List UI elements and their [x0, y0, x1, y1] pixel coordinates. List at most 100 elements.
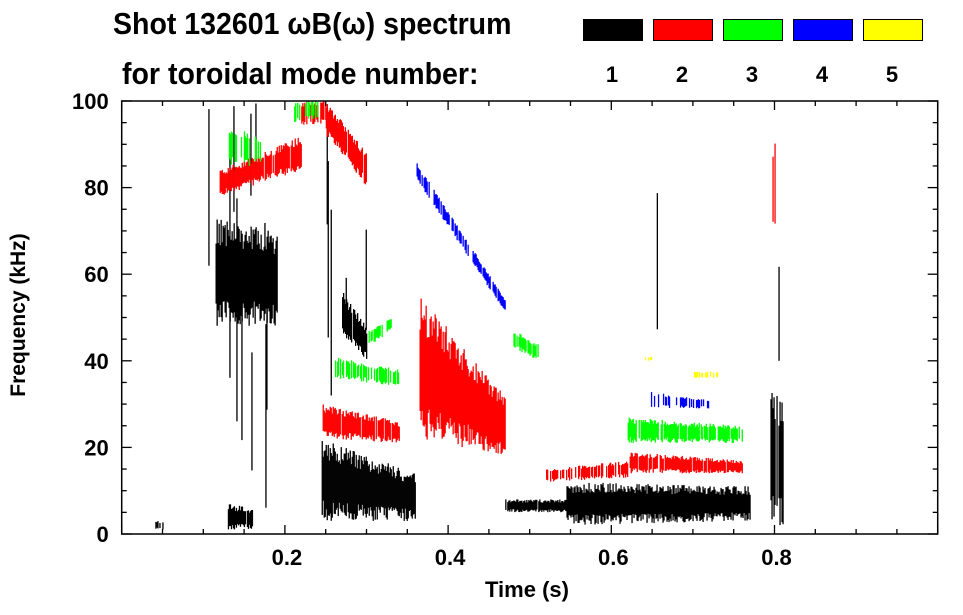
spectral-streak	[493, 284, 495, 294]
spectral-streak	[666, 491, 668, 522]
spectral-streak	[734, 425, 736, 440]
spectral-streak	[384, 418, 386, 441]
spectral-streak	[697, 491, 699, 514]
spectral-streak	[675, 456, 677, 471]
spectral-streak	[361, 147, 363, 173]
spectral-streak	[263, 246, 265, 321]
spectral-streak	[655, 490, 657, 519]
spectral-streak	[578, 492, 580, 523]
spectral-streak	[621, 489, 623, 514]
spectral-streak	[369, 471, 371, 508]
spectral-streak	[486, 380, 488, 444]
spectral-streak	[465, 239, 467, 254]
spectral-streak	[571, 468, 573, 479]
spectral-streak	[574, 486, 576, 515]
spectral-streak	[405, 477, 407, 519]
spectral-streak	[695, 492, 697, 519]
spectral-streak	[743, 493, 745, 513]
spectral-streak	[708, 460, 710, 474]
spectral-streak	[680, 397, 683, 406]
spectral-streak	[332, 443, 334, 503]
spectral-streak	[535, 499, 537, 512]
spectral-streak	[342, 360, 345, 379]
spectral-streak	[392, 423, 394, 439]
spectral-streak	[726, 487, 728, 518]
spectral-streak	[327, 444, 329, 516]
spectral-streak	[773, 397, 775, 517]
spectral-streak	[457, 348, 459, 445]
spectral-streak	[617, 489, 619, 516]
spectral-streak	[554, 469, 556, 480]
spectral-streak	[219, 245, 221, 305]
spectral-streak	[609, 463, 611, 479]
spectral-streak	[252, 159, 254, 186]
spectral-streak	[388, 419, 390, 440]
spectral-streak	[411, 475, 413, 519]
spectral-streak	[444, 332, 446, 434]
spectral-streak	[570, 486, 572, 518]
spectral-streak	[455, 225, 457, 235]
spectral-streak	[546, 502, 548, 511]
spectral-streak	[642, 420, 644, 440]
spectral-streak	[618, 461, 620, 475]
spectral-streak	[246, 133, 249, 161]
spectral-streak	[650, 488, 652, 517]
spectral-streak	[365, 153, 367, 183]
spectral-streak	[245, 162, 247, 184]
spectral-streak	[352, 361, 355, 378]
spectral-streak	[461, 369, 463, 448]
spectral-streak	[327, 409, 329, 436]
spectral-streak	[366, 333, 368, 359]
spectral-streak	[375, 369, 378, 383]
spectral-streak	[606, 491, 608, 520]
spectral-streak	[661, 458, 663, 473]
spectral-streak	[520, 334, 522, 348]
spectral-streak	[700, 461, 702, 471]
legend-label-3: 3	[745, 62, 759, 87]
spectral-streak	[569, 488, 571, 516]
spectral-streak	[560, 502, 562, 513]
spectral-streak	[538, 501, 540, 513]
spectral-streak	[442, 331, 444, 437]
spectral-streak	[682, 458, 684, 473]
spectral-streak	[565, 499, 567, 512]
spectral-streak	[693, 457, 695, 472]
spectral-streak	[563, 502, 565, 510]
spectral-streak	[535, 344, 537, 358]
spectral-streak	[720, 460, 722, 471]
spectral-streak	[688, 486, 690, 522]
spectral-streak	[470, 370, 472, 445]
spectral-streak	[221, 242, 223, 322]
spectral-streak	[701, 492, 703, 520]
spectral-streak	[701, 427, 703, 440]
spectral-streak	[293, 147, 295, 172]
spectral-streak	[561, 501, 563, 512]
spectral-streak	[653, 420, 655, 441]
spectral-streak	[719, 426, 721, 441]
spectral-streak	[739, 461, 741, 472]
spectral-streak	[706, 371, 709, 378]
spectral-streak	[257, 141, 260, 159]
spectral-streak	[774, 419, 776, 505]
spectral-streak	[236, 167, 238, 187]
spectral-streak	[279, 152, 281, 170]
spectral-streak	[609, 483, 611, 517]
spectral-streak	[580, 488, 582, 521]
spectral-streak	[735, 460, 737, 472]
spectral-streak	[251, 248, 253, 308]
spectral-streak	[681, 455, 683, 474]
spectral-streak	[634, 452, 636, 469]
spectral-streak	[664, 491, 666, 516]
x-tick-label: 0.6	[598, 545, 629, 570]
mode-2-feature	[325, 104, 367, 185]
spectral-streak	[709, 486, 711, 515]
spectral-streak	[410, 477, 412, 517]
spectral-streak	[611, 492, 613, 520]
spectral-streak	[244, 165, 246, 183]
spectral-streak	[725, 486, 727, 516]
spectral-streak	[522, 337, 524, 349]
spectral-streak	[687, 491, 689, 519]
spectral-streak	[633, 456, 635, 470]
spectral-streak	[328, 110, 330, 133]
spectral-streak	[476, 257, 478, 268]
